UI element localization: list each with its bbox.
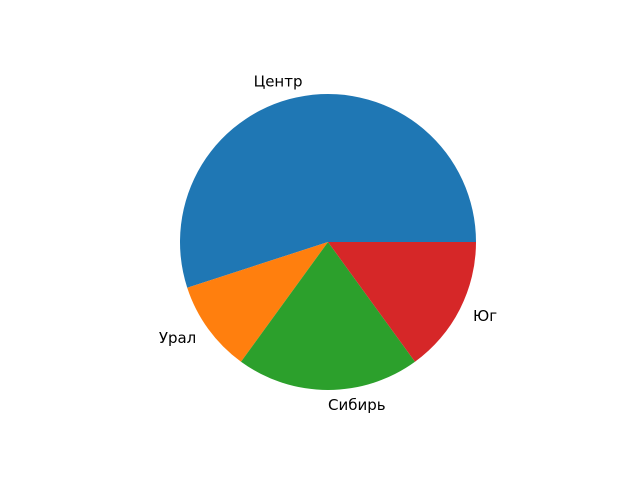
pie-label-0: Центр — [254, 72, 303, 90]
pie-slice-3 — [328, 242, 476, 362]
pie-slice-0 — [180, 94, 476, 288]
pie-slice-1 — [187, 242, 328, 362]
pie-slice-2 — [241, 242, 415, 390]
pie-label-2: Сибирь — [328, 396, 386, 414]
pie-label-1: Урал — [159, 329, 196, 347]
pie-label-3: Юг — [473, 307, 497, 325]
